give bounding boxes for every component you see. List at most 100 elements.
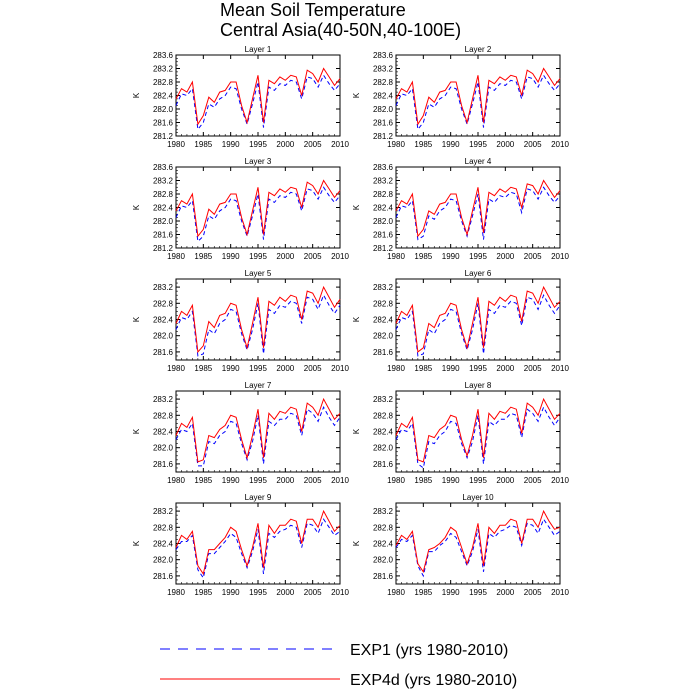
x-tick-label: 2000 <box>276 252 294 261</box>
x-tick-label: 2010 <box>331 588 349 597</box>
legend-label-exp4d: EXP4d (yrs 1980-2010) <box>350 672 517 689</box>
y-tick-label: 282.8 <box>373 299 394 308</box>
y-tick-label: 282.0 <box>373 332 394 341</box>
y-tick-label: 282.4 <box>153 92 174 101</box>
plot-frame <box>395 390 561 473</box>
y-tick-label: 282.4 <box>153 540 174 549</box>
y-tick-label: 283.2 <box>153 395 174 404</box>
x-tick-label: 2010 <box>551 588 569 597</box>
panel-title: Layer 8 <box>465 381 492 390</box>
panel-title: Layer 2 <box>465 45 492 54</box>
y-tick-label: 283.6 <box>153 163 174 172</box>
legend-label-exp1: EXP1 (yrs 1980-2010) <box>350 642 508 659</box>
panel-layer-8: Layer 8 K 281.6 282.0 282.4 282.8 283.2 1980 198… <box>352 381 569 485</box>
x-tick-label: 1980 <box>387 476 405 485</box>
y-tick-label: 283.2 <box>153 177 174 186</box>
panel-title: Layer 9 <box>245 493 272 502</box>
x-tick-label: 1995 <box>249 140 267 149</box>
x-tick-label: 1990 <box>222 252 240 261</box>
x-tick-label: 1990 <box>222 476 240 485</box>
y-tick-label: 281.6 <box>373 231 394 240</box>
y-tick-label: 283.6 <box>373 163 394 172</box>
y-tick-label: 282.4 <box>153 428 174 437</box>
y-tick-label: 282.4 <box>373 428 394 437</box>
plot-frame <box>175 390 341 473</box>
x-tick-label: 1990 <box>222 588 240 597</box>
series-line-exp4d <box>175 397 341 463</box>
y-tick-label: 282.0 <box>153 556 174 565</box>
y-tick-label: 283.2 <box>153 283 174 292</box>
y-tick-label: 282.4 <box>373 204 394 213</box>
y-tick-label: 283.2 <box>373 395 394 404</box>
x-tick-label: 2000 <box>496 476 514 485</box>
panel-layer-3: Layer 3 K 281.2 281.6 282.0 282.4 282.8 283.2 28… <box>132 157 349 261</box>
series-line-exp1 <box>175 294 341 357</box>
plot-frame <box>395 54 561 137</box>
y-tick-label: 282.0 <box>373 105 394 114</box>
y-tick-label: 283.2 <box>153 65 174 74</box>
series-line-exp4d <box>395 285 561 353</box>
plot-frame <box>395 278 561 361</box>
x-tick-label: 1995 <box>469 476 487 485</box>
x-tick-label: 2010 <box>331 476 349 485</box>
y-tick-label: 281.6 <box>153 348 174 357</box>
x-tick-label: 1985 <box>194 364 212 373</box>
y-tick-label: 281.6 <box>153 231 174 240</box>
y-tick-label: 281.2 <box>153 132 174 141</box>
y-tick-label: 281.2 <box>373 244 394 253</box>
x-tick-label: 1980 <box>167 364 185 373</box>
y-tick-label: 282.8 <box>153 411 174 420</box>
series-line-exp1 <box>175 74 341 131</box>
y-tick-label: 282.4 <box>153 204 174 213</box>
series-line-exp1 <box>395 294 561 357</box>
x-tick-label: 1995 <box>469 252 487 261</box>
x-tick-label: 1995 <box>469 364 487 373</box>
x-tick-label: 1980 <box>167 588 185 597</box>
x-tick-label: 1985 <box>414 140 432 149</box>
panel-layer-7: Layer 7 K 281.6 282.0 282.4 282.8 283.2 1980 198… <box>132 381 349 485</box>
y-tick-label: 282.0 <box>153 332 174 341</box>
y-tick-label: 283.2 <box>373 283 394 292</box>
x-tick-label: 2000 <box>496 252 514 261</box>
y-axis-label: K <box>132 92 141 98</box>
x-tick-label: 1985 <box>414 364 432 373</box>
x-tick-label: 1985 <box>414 252 432 261</box>
panel-layer-2: Layer 2 K 281.2 281.6 282.0 282.4 282.8 283.2 28… <box>352 45 569 149</box>
series-line-exp4d <box>175 179 341 238</box>
series-line-exp1 <box>395 518 561 578</box>
x-tick-label: 1980 <box>387 364 405 373</box>
legend: EXP1 (yrs 1980-2010) EXP4d (yrs 1980-201… <box>160 642 517 689</box>
y-tick-label: 281.6 <box>373 348 394 357</box>
x-tick-label: 1995 <box>249 252 267 261</box>
panel-layer-10: Layer 10 K 281.6 282.0 282.4 282.8 283.2 1980 19… <box>352 493 569 597</box>
y-axis-label: K <box>132 316 141 322</box>
y-tick-label: 282.0 <box>373 556 394 565</box>
y-tick-label: 282.8 <box>153 523 174 532</box>
y-tick-label: 281.6 <box>153 460 174 469</box>
y-tick-label: 282.8 <box>153 190 174 199</box>
x-tick-label: 2010 <box>331 140 349 149</box>
x-tick-label: 2005 <box>304 364 322 373</box>
x-tick-label: 2010 <box>551 252 569 261</box>
y-axis-label: K <box>352 204 361 210</box>
x-tick-label: 2005 <box>524 140 542 149</box>
x-tick-label: 1980 <box>387 588 405 597</box>
y-tick-label: 281.6 <box>153 572 174 581</box>
x-tick-label: 2000 <box>276 364 294 373</box>
x-tick-label: 2000 <box>276 476 294 485</box>
series-line-exp4d <box>175 509 341 576</box>
x-tick-label: 1980 <box>167 252 185 261</box>
x-tick-label: 2005 <box>524 588 542 597</box>
panel-title: Layer 7 <box>245 381 272 390</box>
y-tick-label: 281.6 <box>373 572 394 581</box>
x-tick-label: 2005 <box>524 476 542 485</box>
series-line-exp4d <box>175 285 341 354</box>
plot-frame <box>395 502 561 585</box>
plot-frame <box>175 278 341 361</box>
x-tick-label: 1990 <box>222 364 240 373</box>
x-tick-label: 1995 <box>249 588 267 597</box>
panel-title: Layer 5 <box>245 269 272 278</box>
y-tick-label: 282.8 <box>373 411 394 420</box>
x-tick-label: 1995 <box>469 588 487 597</box>
y-tick-label: 283.2 <box>373 177 394 186</box>
